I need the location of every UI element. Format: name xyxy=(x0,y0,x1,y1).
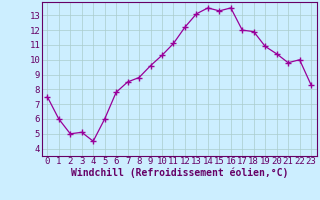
X-axis label: Windchill (Refroidissement éolien,°C): Windchill (Refroidissement éolien,°C) xyxy=(70,168,288,178)
